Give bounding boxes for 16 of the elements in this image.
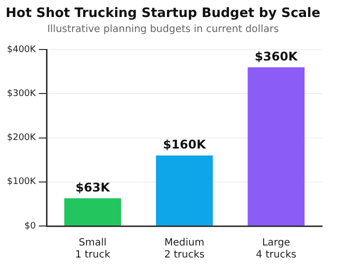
x-tick-label: Large 4 trucks [256,238,296,261]
y-tick-label: $300K [6,89,37,100]
bar [64,198,122,226]
y-tick-label: $200K [6,133,37,144]
y-tick-label: $0 [24,221,36,232]
y-tick-label: $100K [6,177,37,188]
chart-title: Hot Shot Trucking Startup Budget by Scale [6,6,321,22]
x-tick-label: Medium 2 trucks [164,238,205,261]
chart-subtitle: Illustrative planning budgets in current dollars [47,24,279,36]
data-label: $160K [163,138,206,152]
x-tick-label: Small 1 truck [75,238,110,261]
bar [248,67,305,226]
bar [156,155,213,226]
data-label: $360K [254,49,298,64]
data-label: $63K [75,180,111,194]
y-tick-label: $400K [6,44,37,55]
